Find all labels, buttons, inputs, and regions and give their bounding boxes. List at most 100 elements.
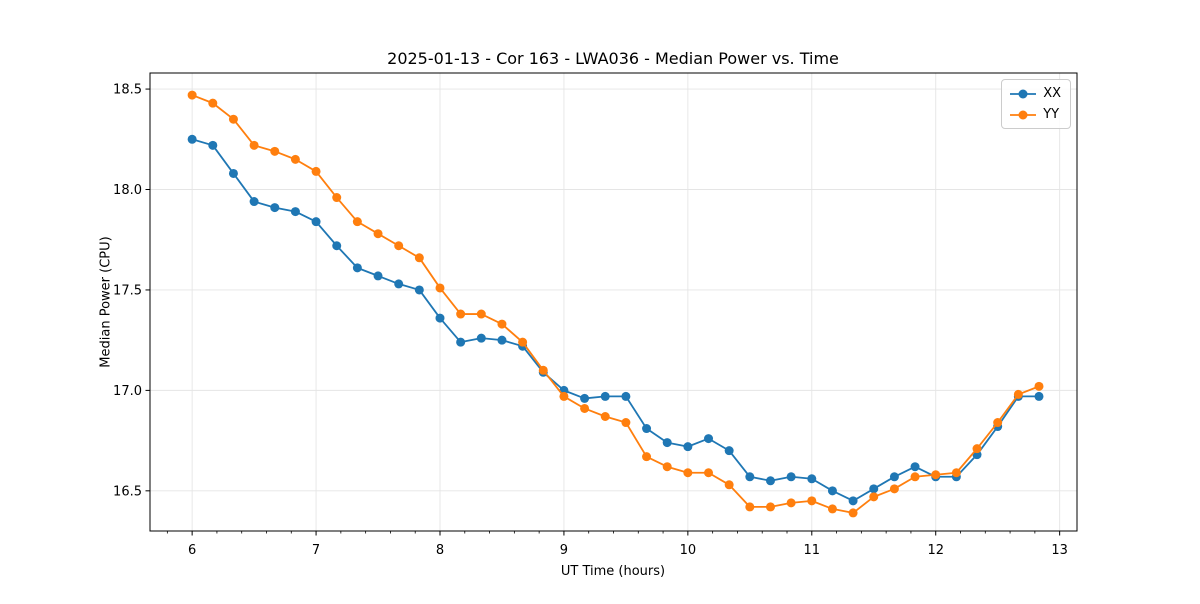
x-tick-label-11: 11 [804, 543, 821, 558]
y-axis-label: Median Power (CPU) [98, 236, 114, 368]
series-point-XX [208, 140, 218, 150]
series-point-YY [848, 508, 858, 518]
series-point-XX [683, 442, 693, 452]
series-point-XX [765, 476, 775, 486]
series-point-XX [456, 337, 466, 347]
series-point-XX [290, 207, 300, 217]
series-point-XX [600, 391, 610, 401]
series-point-YY [745, 502, 755, 512]
series-point-YY [724, 480, 734, 490]
axes-frame [149, 72, 1078, 532]
series-point-YY [1034, 381, 1044, 391]
series-point-YY [538, 365, 548, 375]
series-point-XX [394, 279, 404, 289]
series-point-XX [414, 285, 424, 295]
x-tick-label-6: 6 [188, 543, 196, 558]
x-tick-label-10: 10 [680, 543, 697, 558]
series-point-YY [394, 241, 404, 251]
series-point-XX [373, 271, 383, 281]
series-point-YY [993, 418, 1003, 428]
series-point-XX [249, 197, 259, 207]
series-point-XX [807, 474, 817, 484]
series-point-YY [621, 418, 631, 428]
series-point-YY [208, 98, 218, 108]
series-point-YY [786, 498, 796, 508]
series-point-XX [621, 391, 631, 401]
legend-marker-icon [1010, 110, 1037, 119]
series-point-XX [704, 434, 714, 444]
x-tick-label-7: 7 [312, 543, 320, 558]
x-tick-label-13: 13 [1051, 543, 1068, 558]
x-tick-label-9: 9 [560, 543, 568, 558]
series-point-YY [352, 217, 362, 227]
series-point-XX [311, 217, 321, 227]
series-point-YY [249, 140, 259, 150]
series-point-XX [497, 335, 507, 345]
series-point-XX [580, 393, 590, 403]
x-tick-label-8: 8 [436, 543, 444, 558]
legend-label-YY: YY [1043, 107, 1060, 122]
x-tick-label-12: 12 [927, 543, 944, 558]
series-point-YY [270, 146, 280, 156]
chart-title: 2025-01-13 - Cor 163 - LWA036 - Median P… [387, 49, 839, 68]
series-point-YY [704, 468, 714, 478]
series-point-XX [1034, 391, 1044, 401]
series-line-YY [191, 94, 1040, 514]
series-point-XX [270, 203, 280, 213]
series-point-YY [580, 403, 590, 413]
series-point-YY [228, 114, 238, 124]
series-line-XX [191, 138, 1039, 502]
series-point-YY [910, 472, 920, 482]
series-point-YY [290, 154, 300, 164]
series-point-YY [642, 452, 652, 462]
series-point-YY [332, 193, 342, 203]
y-tick-label-17.5: 17.5 [113, 283, 142, 298]
series-point-XX [332, 241, 342, 251]
series-point-YY [559, 391, 569, 401]
series-point-YY [827, 504, 837, 514]
legend-label-XX: XX [1043, 86, 1061, 101]
series-point-XX [869, 484, 879, 494]
series-point-YY [972, 444, 982, 454]
series-point-YY [187, 90, 197, 100]
legend: XX YY [1001, 79, 1071, 129]
series-point-YY [807, 496, 817, 506]
series-point-XX [827, 486, 837, 496]
series-point-YY [414, 253, 424, 263]
legend-item-XX: XX [1009, 84, 1061, 103]
series-point-YY [889, 484, 899, 494]
series-point-YY [311, 166, 321, 176]
y-tick-label-18: 18.0 [113, 183, 142, 198]
series-point-XX [786, 472, 796, 482]
y-tick-label-18.5: 18.5 [113, 83, 142, 98]
y-tick-label-17: 17.0 [113, 384, 142, 399]
series-point-XX [724, 446, 734, 456]
series-point-YY [476, 309, 486, 319]
x-axis-label: UT Time (hours) [560, 564, 666, 579]
series-point-YY [497, 319, 507, 329]
series-point-XX [228, 168, 238, 178]
series-point-XX [352, 263, 362, 273]
series-point-YY [662, 462, 672, 472]
series-point-XX [889, 472, 899, 482]
series-point-YY [765, 502, 775, 512]
y-tick-label-16.5: 16.5 [113, 484, 142, 499]
series-point-YY [931, 470, 941, 480]
series-point-XX [642, 424, 652, 434]
series-point-YY [435, 283, 445, 293]
series-point-XX [187, 134, 197, 144]
series-point-YY [869, 492, 879, 502]
series-point-XX [435, 313, 445, 323]
legend-marker-icon [1010, 89, 1037, 98]
legend-item-YY: YY [1009, 105, 1061, 124]
series-point-XX [662, 438, 672, 448]
series-point-XX [848, 496, 858, 506]
series-point-YY [600, 412, 610, 421]
series-point-YY [518, 337, 528, 347]
series-point-XX [476, 333, 486, 343]
series-point-YY [683, 468, 693, 478]
series-point-XX [745, 472, 755, 482]
series-point-YY [456, 309, 466, 319]
